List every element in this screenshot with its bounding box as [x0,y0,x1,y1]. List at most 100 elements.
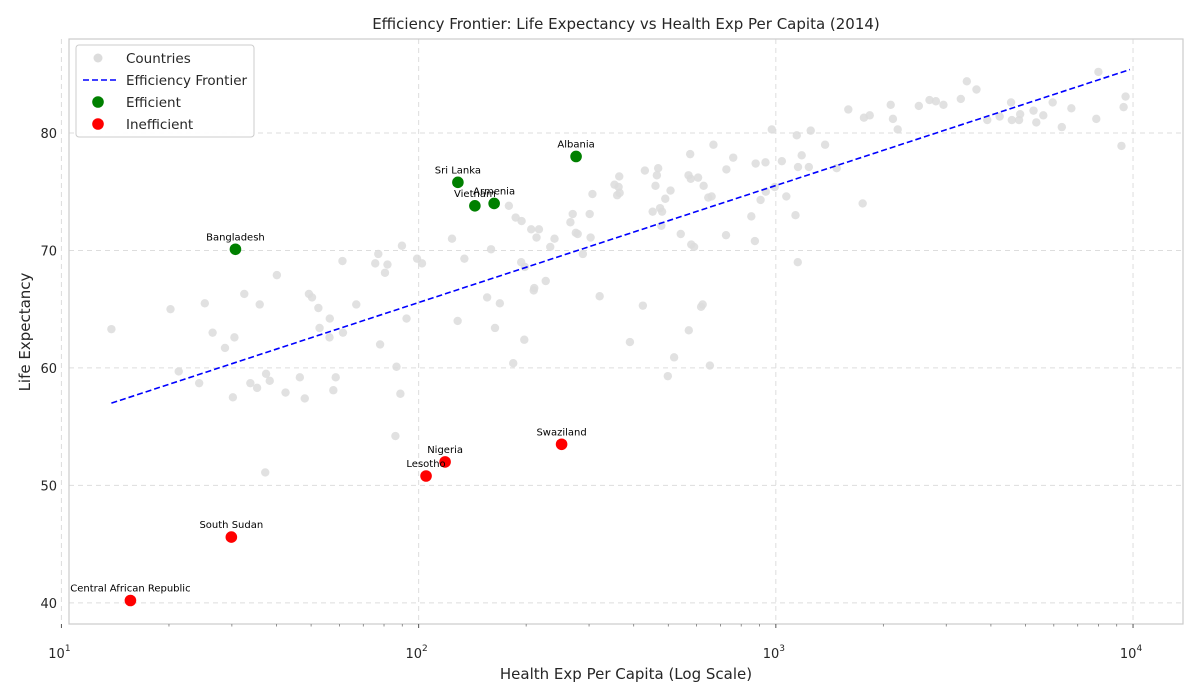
country-point [653,164,663,173]
country-point [652,171,662,180]
country-point [530,283,539,293]
highlighted-points [124,150,582,607]
country-point [495,299,505,308]
legend-swatch-countries [93,53,103,63]
inefficient-point-label: Nigeria [427,445,463,456]
country-point [640,166,650,175]
country-point [546,242,555,252]
country-point [166,304,175,314]
y-axis-ticks: 40 50 60 70 80 [40,127,57,612]
country-point [651,181,660,191]
country-point [820,140,830,149]
country-point [886,100,895,109]
country-point [615,172,624,181]
country-point [1006,98,1016,107]
efficient-point [570,150,582,163]
country-point [666,186,675,195]
inefficient-point [225,531,238,543]
country-point [791,211,800,220]
country-point [595,292,604,301]
country-point [858,199,867,208]
country-point [374,249,383,259]
country-point [751,159,760,168]
country-point [684,326,693,335]
country-point [1117,141,1126,151]
country-point [509,359,518,368]
country-point [693,173,703,182]
country-point [648,207,657,216]
country-point [1092,114,1101,124]
country-point [534,225,544,234]
country-point [174,367,183,376]
efficient-point-label: Sri Lanka [435,165,481,176]
country-point [460,254,469,263]
country-point [1032,118,1041,127]
country-point [200,299,210,308]
country-point [1094,67,1103,77]
country-point [194,378,204,388]
x-axis-ticks: 101 102 103 104 [48,624,1142,662]
country-point [585,209,594,219]
country-point [573,229,582,239]
country-point [729,153,738,162]
y-tick-label: 50 [40,479,57,494]
country-point [371,259,380,268]
country-point [240,289,249,299]
country-point [804,162,814,172]
country-point [983,115,992,125]
country-point [685,149,695,159]
efficiency-frontier [111,68,1131,404]
inefficient-point [439,456,451,468]
country-point [453,316,462,326]
country-point [797,151,806,160]
y-tick-label: 40 [40,597,57,612]
country-point [657,207,667,216]
x-tick-label: 101 [48,644,70,662]
country-point [767,125,776,134]
legend-swatch-efficient [92,96,104,108]
country-point [1007,115,1017,125]
efficient-point-label: Armenia [473,186,515,197]
country-point [661,194,670,203]
x-axis-label: Health Exp Per Capita (Log Scale) [500,665,752,683]
country-point [709,140,718,149]
country-point [300,394,309,403]
inefficient-point [420,470,432,482]
country-point [586,233,595,242]
country-point [396,389,405,398]
country-point [307,293,317,302]
country-point [888,114,898,124]
country-point [1039,111,1048,120]
inefficient-point-label: Swaziland [536,427,586,438]
plot-frame [68,38,1184,625]
country-point [246,378,255,388]
country-point [956,94,966,104]
country-point [995,112,1004,121]
country-point [392,362,401,371]
country-point [402,314,411,323]
efficient-point [229,243,242,256]
country-point [663,371,673,381]
country-point [914,101,924,111]
country-point [793,257,802,267]
country-point [220,343,230,353]
country-point [314,303,323,313]
country-point [1121,92,1130,101]
country-point [707,192,716,201]
country-point [1067,104,1076,113]
country-point [482,293,492,302]
country-point [669,353,679,362]
efficient-point-label: Albania [557,139,594,150]
country-point [625,337,635,347]
country-point [338,256,347,266]
country-point [517,216,526,226]
country-point [255,300,264,309]
country-point [325,333,334,342]
countries-points [107,67,1130,477]
frontier-line [111,68,1131,404]
country-point [844,105,853,114]
country-point [806,126,815,135]
country-point [541,276,550,286]
country-point [925,95,934,105]
